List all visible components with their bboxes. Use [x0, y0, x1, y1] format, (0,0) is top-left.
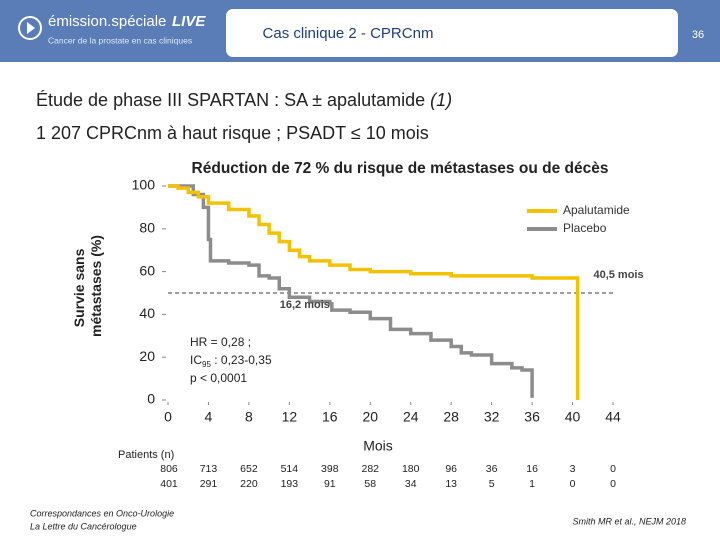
y-axis-label-line: Survie sans — [71, 248, 87, 327]
risk-value: 5 — [489, 478, 495, 490]
x-tick-label: 24 — [403, 409, 419, 425]
title-line1: Étude de phase III SPARTAN : SA ± apalut… — [36, 90, 452, 110]
risk-value: 16 — [526, 463, 538, 475]
ci-value: : 0,23-0,35 — [211, 353, 272, 367]
risk-value: 0 — [570, 478, 576, 490]
x-tick-label: 16 — [322, 409, 338, 425]
annotation: 16,2 mois — [280, 299, 330, 311]
risk-value: 91 — [324, 478, 336, 490]
x-axis-label: Mois — [363, 438, 393, 454]
survival-curve — [168, 184, 534, 398]
risk-value: 806 — [160, 463, 178, 475]
x-tick-label: 12 — [282, 409, 298, 425]
x-tick-label: 44 — [605, 409, 621, 425]
x-tick-label: 40 — [565, 409, 581, 425]
annotation: 40,5 mois — [593, 269, 643, 281]
risk-value: 514 — [281, 463, 299, 475]
x-tick-label: 0 — [164, 409, 172, 425]
x-tick-label: 20 — [362, 409, 378, 425]
risk-value: 282 — [362, 463, 380, 475]
risk-value: 36 — [486, 463, 498, 475]
risk-value: 291 — [200, 478, 218, 490]
risk-value: 34 — [405, 478, 417, 490]
ci-prefix: IC — [190, 353, 202, 367]
x-tick-label: 28 — [443, 409, 459, 425]
risk-value: 398 — [321, 463, 339, 475]
x-tick-label: 32 — [484, 409, 500, 425]
risk-value: 3 — [570, 463, 576, 475]
y-tick-label: 80 — [139, 220, 155, 236]
risk-value: 220 — [240, 478, 258, 490]
x-tick-label: 4 — [205, 409, 213, 425]
risk-value: 1 — [529, 478, 535, 490]
risk-value: 0 — [610, 478, 616, 490]
title-box — [226, 9, 678, 57]
page-number: 36 — [692, 29, 704, 41]
risk-value: 713 — [200, 463, 218, 475]
y-tick-label: 0 — [147, 391, 155, 407]
title-line2: 1 207 CPRCnm à haut risque ; PSADT ≤ 10 … — [36, 123, 429, 143]
chart-title: Réduction de 72 % du risque de métastase… — [192, 160, 609, 177]
source: Correspondances en Onco-Urologie — [30, 508, 174, 518]
x-tick-label: 8 — [245, 409, 253, 425]
risk-value: 0 — [610, 463, 616, 475]
y-tick-label: 40 — [139, 305, 155, 321]
y-tick-label: 100 — [132, 177, 156, 193]
y-tick-label: 60 — [139, 262, 155, 278]
risk-value: 652 — [240, 463, 258, 475]
title-ref: (1) — [430, 90, 452, 110]
reference: Smith MR et al., NEJM 2018 — [572, 516, 686, 526]
risk-value: 180 — [402, 463, 420, 475]
hr-text: HR = 0,28 ; — [190, 335, 251, 349]
y-axis-label-line: métastases (%) — [88, 235, 104, 337]
source: La Lettre du Cancérologue — [30, 521, 137, 531]
p-text: p < 0,0001 — [190, 371, 247, 385]
logo-live: LIVE — [172, 13, 206, 30]
risk-value: 96 — [445, 463, 457, 475]
risk-value: 13 — [445, 478, 457, 490]
y-tick-label: 20 — [139, 348, 155, 364]
risk-value: 401 — [160, 478, 178, 490]
survival-curve — [168, 184, 580, 400]
risk-value: 58 — [364, 478, 376, 490]
slide-title: Cas clinique 2 - CPRCnm — [263, 25, 434, 42]
y-axis-label: Survie sans métastases (%) — [71, 235, 104, 337]
title-text: Étude de phase III SPARTAN : SA ± apalut… — [36, 90, 425, 110]
ci-sub: 95 — [202, 360, 211, 369]
ci-text: IC95 : 0,23-0,35 — [190, 353, 272, 369]
x-tick-label: 36 — [524, 409, 540, 425]
legend-label: Apalutamide — [563, 203, 630, 217]
risk-value: 193 — [281, 478, 299, 490]
risk-label: Patients (n) — [118, 449, 174, 461]
logo-play — [27, 22, 35, 34]
logo-icon — [18, 16, 42, 40]
logo-main: émission.spéciale — [48, 13, 166, 30]
logo-sub: Cancer de la prostate en cas cliniques — [48, 35, 192, 45]
legend-label: Placebo — [563, 221, 607, 235]
